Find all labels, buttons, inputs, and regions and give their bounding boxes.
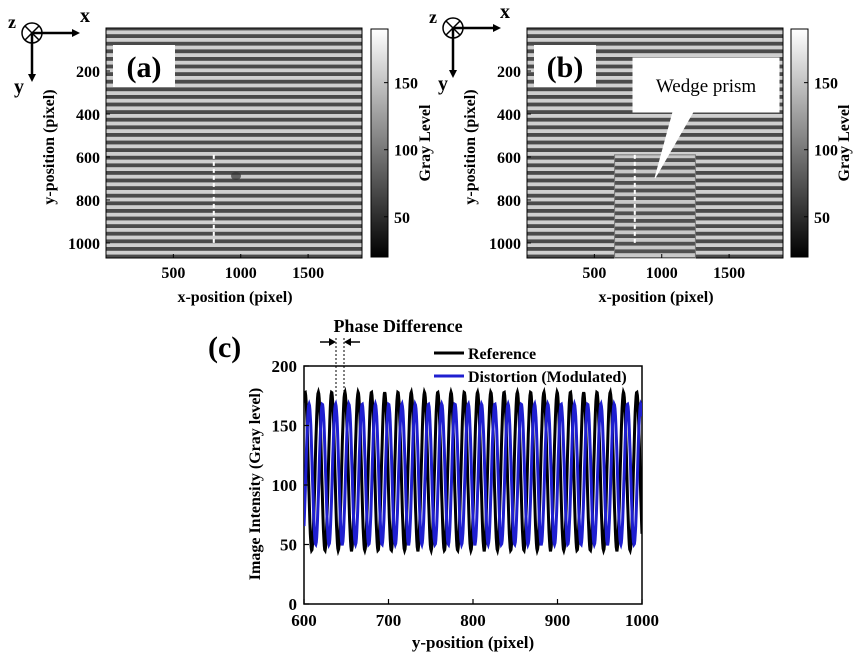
y-tick-label: 200	[497, 64, 521, 81]
colorbar-tick-label: 100	[394, 143, 418, 160]
panel-b-colorbar-label: Gray Level	[836, 104, 853, 181]
panel-b-colorbar-ticks: 50 100 150	[804, 76, 838, 227]
panel-a-x-ticks: 500 1000 1500	[161, 254, 324, 282]
panel-c-label: (c)	[208, 331, 241, 364]
panel-b-colorbar	[790, 28, 809, 258]
panel-b-xlabel: x-position (pixel)	[598, 289, 713, 306]
panel-a-xlabel: x-position (pixel)	[177, 289, 292, 306]
panel-b-x-ticks: 500 1000 1500	[582, 254, 745, 282]
axis-y-label: y	[14, 76, 24, 98]
y-tick-label: 800	[497, 193, 521, 210]
panel-a-ylabel: y-position (pixel)	[41, 89, 58, 204]
x-tick-label: 1500	[713, 265, 745, 282]
panel-a-y-ticks: 200 400 600 800 1000	[68, 64, 110, 253]
panel-b: (b) Wedge prism 200 400 600 800 1000 500 1000…	[429, 1, 853, 306]
panel-b-y-ticks: 200 400 600 800 1000	[489, 64, 531, 253]
panel-a-colorbar-ticks: 50 100 150	[384, 76, 418, 227]
y-tick-label: 150	[272, 417, 298, 436]
y-tick-label: 600	[497, 150, 521, 167]
y-tick-label: 400	[76, 107, 100, 124]
axis-x-label: x	[500, 1, 510, 23]
y-tick-label: 200	[76, 64, 100, 81]
x-tick-label: 900	[545, 611, 571, 630]
y-tick-label: 800	[76, 193, 100, 210]
y-tick-label: 0	[289, 595, 298, 614]
panel-a-label-box	[113, 45, 175, 87]
x-tick-label: 800	[460, 611, 486, 630]
colorbar-tick-label: 50	[814, 210, 830, 227]
panel-c: (c) 0 50 100 150 200 600 700 800 900 1000 Image …	[208, 316, 659, 652]
panel-b-ylabel: y-position (pixel)	[462, 89, 479, 204]
x-tick-label: 600	[291, 611, 317, 630]
x-tick-label: 500	[161, 265, 185, 282]
panel-b-prism-region	[614, 154, 696, 259]
y-tick-label: 1000	[489, 236, 521, 253]
y-tick-label: 50	[280, 536, 297, 555]
panel-c-x-ticks: 600 700 800 900 1000	[291, 599, 659, 630]
panel-c-legend: Reference Distortion (Modulated)	[434, 346, 627, 386]
x-tick-label: 1500	[292, 265, 324, 282]
y-tick-label: 400	[497, 107, 521, 124]
panel-a-colorbar	[370, 28, 389, 258]
y-tick-label: 600	[76, 150, 100, 167]
axis-z-label: z	[429, 7, 437, 27]
wedge-prism-callout-text: Wedge prism	[656, 76, 757, 97]
legend-label-distortion: Distortion (Modulated)	[468, 369, 627, 386]
x-tick-label: 700	[376, 611, 402, 630]
panel-c-xlabel: y-position (pixel)	[412, 633, 534, 652]
series-distortion-line	[304, 398, 642, 550]
panel-c-ylabel: Image Intensity (Gray level)	[247, 388, 264, 580]
y-tick-label: 100	[272, 476, 298, 495]
colorbar-tick-label: 50	[394, 210, 410, 227]
y-tick-label: 200	[272, 357, 298, 376]
legend-label-reference: Reference	[468, 346, 536, 363]
panel-a-colorbar-label: Gray Level	[417, 104, 434, 181]
axis-z-label: z	[8, 12, 16, 32]
panel-a: (a) 200 400 600 800 1000 500 1000 1500 y-posit…	[8, 5, 434, 306]
colorbar-tick-label: 150	[394, 76, 418, 93]
panel-a-axes-icon: z x y	[8, 5, 90, 98]
x-tick-label: 1000	[625, 611, 659, 630]
panel-c-y-ticks: 0 50 100 150 200	[272, 357, 309, 614]
x-tick-label: 1000	[646, 265, 678, 282]
axis-x-label: x	[80, 5, 90, 27]
axis-y-label: y	[438, 73, 448, 95]
colorbar-tick-label: 150	[814, 76, 838, 93]
panel-a-label: (a)	[127, 51, 162, 84]
panel-b-label-box	[534, 45, 596, 87]
colorbar-tick-label: 100	[814, 143, 838, 160]
y-tick-label: 1000	[68, 236, 100, 253]
x-tick-label: 1000	[225, 265, 257, 282]
x-tick-label: 500	[582, 265, 606, 282]
panel-a-defect	[231, 172, 241, 180]
panel-b-label: (b)	[547, 51, 584, 84]
phase-difference-label: Phase Difference	[333, 316, 462, 336]
panel-b-axes-icon: z x y	[429, 1, 510, 95]
wedge-prism-callout	[632, 57, 780, 179]
